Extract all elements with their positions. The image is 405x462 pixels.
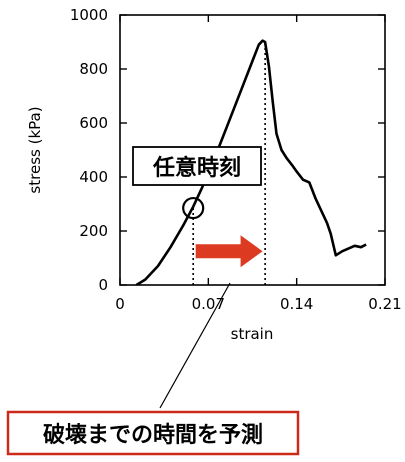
time-to-failure-arrow bbox=[195, 235, 263, 268]
stress-strain-curve bbox=[135, 39, 367, 285]
prediction-label-box: 破壊までの時間を予測 bbox=[6, 410, 300, 456]
y-tick-label: 1000 bbox=[70, 6, 108, 24]
y-tick-label: 600 bbox=[79, 114, 108, 132]
arbitrary-time-marker bbox=[182, 196, 205, 220]
prediction-label: 破壊までの時間を予測 bbox=[43, 422, 263, 448]
callout-leader-line bbox=[159, 282, 231, 409]
x-axis-ticks: 0 0.07 0.14 0.21 bbox=[115, 15, 402, 313]
y-tick-label: 800 bbox=[79, 60, 108, 78]
y-axis-ticks: 0 200 400 600 800 1000 bbox=[70, 6, 385, 294]
y-tick-label: 400 bbox=[79, 168, 108, 186]
y-tick-label: 0 bbox=[98, 276, 108, 294]
x-tick-label: 0.14 bbox=[280, 295, 313, 313]
arbitrary-time-label-box: 任意時刻 bbox=[132, 146, 262, 186]
x-tick-label: 0 bbox=[115, 295, 125, 313]
arbitrary-time-label: 任意時刻 bbox=[152, 155, 241, 181]
y-tick-label: 200 bbox=[79, 222, 108, 240]
y-axis-label: stress (kPa) bbox=[26, 106, 44, 193]
x-tick-label: 0.21 bbox=[368, 295, 401, 313]
x-axis-label: strain bbox=[231, 325, 274, 343]
x-tick-label: 0.07 bbox=[192, 295, 225, 313]
plot-frame bbox=[119, 14, 386, 286]
